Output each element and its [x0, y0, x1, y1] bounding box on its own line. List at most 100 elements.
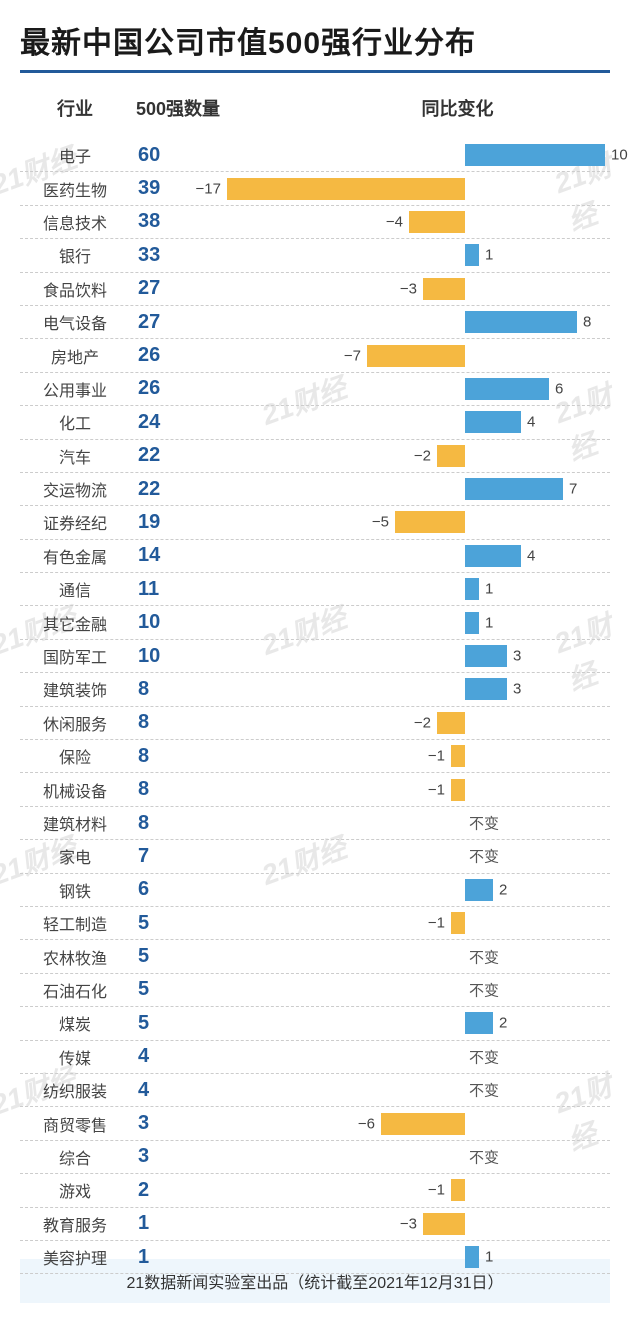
industry-cell: 通信	[20, 577, 130, 601]
change-bar-cell: 10	[200, 139, 610, 171]
count-cell: 5	[130, 978, 200, 1001]
change-bar	[451, 745, 465, 767]
change-bar-cell: 不变	[200, 940, 610, 972]
change-bar	[423, 1213, 465, 1235]
change-bar	[409, 211, 465, 233]
change-label: 8	[583, 314, 591, 331]
industry-cell: 游戏	[20, 1178, 130, 1202]
industry-cell: 汽车	[20, 444, 130, 468]
table-row: 机械设备8−1	[20, 773, 610, 806]
industry-cell: 综合	[20, 1145, 130, 1169]
table-row: 轻工制造5−1	[20, 907, 610, 940]
count-cell: 3	[130, 1112, 200, 1135]
count-cell: 4	[130, 1045, 200, 1068]
change-bar	[395, 511, 465, 533]
industry-cell: 商贸零售	[20, 1112, 130, 1136]
table-row: 建筑装饰83	[20, 673, 610, 706]
change-label: −3	[400, 280, 417, 297]
change-bar-cell: 1	[200, 573, 610, 605]
change-label: −4	[386, 213, 403, 230]
table-row: 煤炭52	[20, 1007, 610, 1040]
table-row: 石油石化5不变	[20, 974, 610, 1007]
table-row: 银行33 1	[20, 239, 610, 272]
change-bar-cell: −2	[200, 707, 610, 739]
count-cell: 4	[130, 1079, 200, 1102]
count-cell: 24	[130, 411, 200, 434]
table-row: 游戏2−1	[20, 1174, 610, 1207]
industry-cell: 休闲服务	[20, 711, 130, 735]
change-bar-cell: −7	[200, 339, 610, 371]
change-label: −2	[414, 447, 431, 464]
change-label: 1	[485, 581, 493, 598]
change-bar	[465, 244, 479, 266]
change-label: 1	[485, 247, 493, 264]
table-row: 公用事业266	[20, 373, 610, 406]
change-bar	[465, 612, 479, 634]
industry-cell: 国防军工	[20, 644, 130, 668]
table-row: 钢铁62	[20, 874, 610, 907]
change-label: 10	[611, 147, 628, 164]
count-cell: 10	[130, 645, 200, 668]
change-bar	[451, 779, 465, 801]
count-cell: 33	[130, 244, 200, 267]
change-bar	[465, 1012, 493, 1034]
change-bar-cell: 2	[200, 1007, 610, 1039]
change-label: 1	[485, 614, 493, 631]
count-cell: 8	[130, 711, 200, 734]
industry-cell: 银行	[20, 243, 130, 267]
change-bar	[465, 144, 605, 166]
change-bar-cell: −1	[200, 740, 610, 772]
table-row: 保险8−1	[20, 740, 610, 773]
change-bar	[465, 378, 549, 400]
count-cell: 8	[130, 745, 200, 768]
header-change: 同比变化	[225, 95, 610, 121]
change-bar-cell: 不变	[200, 1141, 610, 1173]
count-cell: 26	[130, 344, 200, 367]
change-bar-cell: 1	[200, 1241, 610, 1273]
industry-cell: 美容护理	[20, 1245, 130, 1269]
change-bar	[465, 1246, 479, 1268]
change-label: −6	[358, 1115, 375, 1132]
count-cell: 10	[130, 611, 200, 634]
table-row: 纺织服装4不变	[20, 1074, 610, 1107]
change-bar	[451, 912, 465, 934]
table-row: 电气设备278	[20, 306, 610, 339]
industry-cell: 食品饮料	[20, 277, 130, 301]
table-row: 国防军工10 3	[20, 640, 610, 673]
industry-cell: 保险	[20, 744, 130, 768]
count-cell: 11	[130, 578, 200, 601]
table-row: 房地产26−7	[20, 339, 610, 372]
count-cell: 22	[130, 478, 200, 501]
count-cell: 8	[130, 678, 200, 701]
industry-cell: 建筑装饰	[20, 677, 130, 701]
change-label: 3	[513, 648, 521, 665]
count-cell: 38	[130, 210, 200, 233]
change-bar	[437, 445, 465, 467]
change-bar-cell: 1	[200, 606, 610, 638]
table-row: 综合3不变	[20, 1141, 610, 1174]
change-bar-cell: −1	[200, 1174, 610, 1206]
industry-cell: 农林牧渔	[20, 945, 130, 969]
change-bar-cell: −3	[200, 1208, 610, 1240]
table-row: 证券经纪19−5	[20, 506, 610, 539]
count-cell: 1	[130, 1212, 200, 1235]
industry-cell: 其它金融	[20, 611, 130, 635]
no-change-label: 不变	[469, 1146, 499, 1167]
industry-cell: 信息技术	[20, 210, 130, 234]
industry-cell: 机械设备	[20, 778, 130, 802]
count-cell: 7	[130, 845, 200, 868]
count-cell: 27	[130, 277, 200, 300]
industry-cell: 石油石化	[20, 978, 130, 1002]
change-bar-cell: 3	[200, 673, 610, 705]
change-bar-cell: 3	[200, 640, 610, 672]
industry-cell: 医药生物	[20, 177, 130, 201]
industry-cell: 证券经纪	[20, 510, 130, 534]
table-row: 交运物流227	[20, 473, 610, 506]
industry-cell: 化工	[20, 410, 130, 434]
industry-cell: 房地产	[20, 344, 130, 368]
chart-container: 最新中国公司市值500强行业分布 行业 500强数量 同比变化 电子6010医药…	[0, 0, 630, 1274]
industry-cell: 煤炭	[20, 1011, 130, 1035]
table-row: 医药生物39−17	[20, 172, 610, 205]
change-bar	[465, 311, 577, 333]
change-label: −5	[372, 514, 389, 531]
